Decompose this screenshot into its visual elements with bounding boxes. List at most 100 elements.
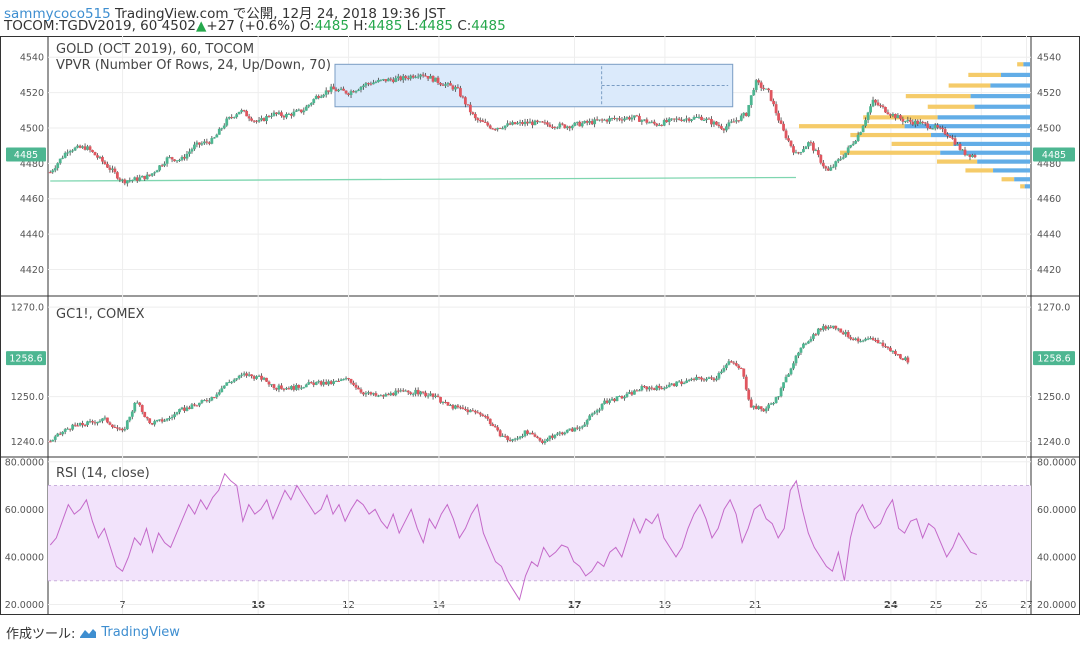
candle-up: [68, 151, 72, 153]
candle-down: [391, 393, 395, 396]
candle-down: [650, 387, 654, 389]
y-tick-label-left: 1240.0: [11, 437, 44, 448]
candle-down: [737, 120, 741, 122]
y-tick-label-left: 40.0000: [5, 552, 44, 563]
candle-up: [247, 374, 251, 376]
candle-up: [528, 121, 532, 124]
candle-down: [160, 165, 164, 167]
candle-up: [727, 361, 731, 365]
candle-down: [762, 409, 766, 412]
tradingview-brand-link[interactable]: TradingView: [101, 625, 180, 640]
candle-up: [864, 120, 867, 126]
candle-down: [590, 121, 594, 125]
candle-up: [307, 104, 311, 107]
candle-down: [459, 407, 462, 409]
candle-up: [193, 144, 196, 150]
candle-up: [277, 112, 281, 114]
candle-down: [849, 337, 853, 339]
candle-down: [595, 119, 599, 121]
y-tick-label-left: 4480: [20, 159, 44, 170]
candle-down: [319, 381, 323, 385]
candle-up: [804, 146, 808, 150]
candle-down: [247, 116, 251, 119]
candle-up: [327, 381, 331, 385]
candle-up: [851, 143, 855, 146]
candle-up: [111, 168, 114, 170]
candle-down: [78, 145, 82, 148]
candle-down: [769, 90, 773, 101]
candle-down: [660, 124, 664, 126]
candle-down: [426, 76, 430, 79]
chart-canvas[interactable]: 7 10 12 14 17 19 21 24 25 26 27 4540 4540 4520 4520 450…: [0, 36, 1080, 620]
candle-up: [344, 378, 348, 380]
candle-up: [386, 78, 390, 82]
candle-up: [212, 137, 216, 139]
candle-down: [148, 174, 152, 176]
candle-up: [96, 421, 99, 424]
candle-up: [339, 88, 343, 90]
candle-down: [881, 342, 885, 347]
candle-down: [83, 146, 87, 150]
candle-up: [565, 429, 569, 433]
candle-up: [419, 74, 423, 77]
candle-down: [506, 436, 510, 440]
candle-up: [257, 375, 261, 377]
candle-up: [623, 396, 626, 399]
candle-down: [816, 150, 820, 155]
candle-down: [672, 383, 676, 387]
candle-down: [697, 376, 701, 378]
candle-up: [518, 436, 522, 439]
candle-down: [496, 427, 500, 431]
candle-down: [103, 161, 107, 165]
candle-up: [647, 122, 651, 124]
candle-down: [473, 113, 477, 119]
candle-up: [429, 393, 432, 396]
candle-up: [307, 382, 311, 385]
candle-up: [789, 368, 793, 375]
x-tick-label: 24: [884, 600, 898, 611]
candle-up: [232, 379, 236, 382]
candle-down: [491, 128, 495, 130]
candle-up: [687, 379, 691, 381]
candle-down: [819, 154, 823, 163]
candle-up: [971, 155, 974, 157]
candle-down: [672, 118, 676, 120]
candle-up: [580, 426, 584, 428]
candle-up: [647, 387, 651, 390]
candle-down: [884, 346, 887, 348]
candle-up: [784, 376, 788, 383]
candle-down: [68, 428, 72, 430]
candle-down: [568, 126, 572, 129]
candle-up: [195, 142, 199, 145]
author-link[interactable]: sammycoco515: [4, 6, 111, 22]
candle-up: [568, 428, 572, 430]
candle-down: [367, 83, 370, 85]
made-with-label: 作成ツール:: [6, 627, 76, 642]
y-tick-label-right: 4520: [1037, 88, 1061, 99]
candle-up: [956, 143, 959, 145]
candle-down: [193, 404, 196, 406]
candle-down: [359, 389, 363, 393]
candle-up: [628, 392, 631, 394]
candle-up: [58, 158, 62, 164]
candle-down: [352, 382, 355, 385]
candle-down: [493, 426, 497, 428]
candle-down: [111, 424, 114, 428]
vpvr-bar-down: [891, 141, 954, 146]
candle-up: [441, 401, 445, 403]
candle-up: [217, 392, 221, 395]
candle-down: [628, 117, 631, 120]
candle-up: [334, 380, 338, 382]
candle-down: [953, 138, 957, 145]
candle-down: [585, 120, 589, 123]
candle-down: [876, 102, 880, 106]
candle-up: [78, 423, 82, 426]
candle-down: [478, 120, 482, 122]
candle-down: [148, 418, 152, 424]
candle-up: [555, 127, 559, 129]
candle-down: [926, 123, 930, 129]
candle-up: [294, 384, 298, 390]
candle-down: [123, 179, 127, 184]
candle-down: [543, 122, 547, 124]
candle-up: [53, 168, 57, 171]
